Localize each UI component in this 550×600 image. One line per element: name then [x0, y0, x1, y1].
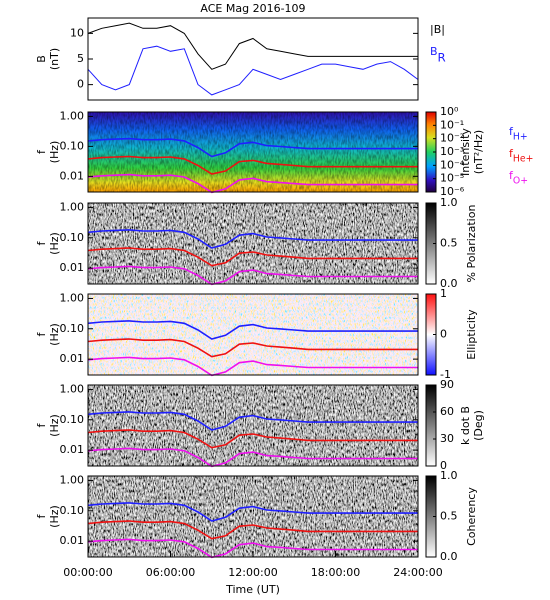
- spectrogram-texture: [88, 476, 418, 557]
- colorbar: [425, 384, 437, 467]
- y-tick-label: 0.10: [60, 322, 85, 335]
- colorbar-tick-label: -1: [440, 368, 451, 381]
- series-line: [87, 356, 418, 377]
- y-tick-label: 0.10: [60, 413, 85, 426]
- series-line: [87, 229, 418, 249]
- y-tick-label: 0.01: [60, 352, 85, 365]
- colorbar-label: k dot B: [459, 406, 472, 445]
- plot-frame: [87, 293, 419, 376]
- plot-frame: [87, 111, 419, 193]
- series-line: [87, 155, 418, 175]
- colorbar-tick-label: 90: [440, 378, 454, 391]
- series-line: [87, 173, 418, 194]
- spectrogram-texture: [88, 203, 418, 284]
- y-tick-label: 5: [77, 52, 84, 65]
- series-line: [87, 502, 418, 522]
- y-tick-label: 0.01: [60, 443, 85, 456]
- series-line: [87, 247, 418, 267]
- y-axis-label: (Hz): [48, 414, 61, 437]
- chart-title: ACE Mag 2016-109: [200, 2, 305, 15]
- x-tick-label: 18:00:00: [311, 566, 360, 579]
- y-tick-label: 1.00: [60, 200, 85, 213]
- series-line: [87, 447, 418, 468]
- spectrogram-texture: [88, 112, 418, 192]
- y-tick-label: 1.00: [60, 382, 85, 395]
- series-line: [87, 320, 418, 340]
- colorbar-tick-label: 60: [440, 405, 454, 418]
- series-line: [87, 520, 418, 540]
- y-axis-label: f: [35, 240, 48, 245]
- colorbar-label: % Polarization: [465, 205, 478, 283]
- y-tick-label: 10: [70, 26, 84, 39]
- colorbar-tick-label: 10⁻⁶: [440, 185, 465, 198]
- spectrogram-texture: [88, 385, 418, 466]
- y-tick-label: 1.00: [60, 109, 85, 122]
- colorbar-tick-label: 10⁻⁴: [440, 158, 465, 171]
- y-tick-label: 0.01: [60, 261, 85, 274]
- colorbar-tick-label: 0.5: [440, 510, 458, 523]
- colorbar-tick-label: 10⁻¹: [440, 118, 464, 131]
- legend-entry: |B|: [430, 23, 445, 36]
- y-axis-label: (nT): [48, 48, 61, 70]
- y-tick-label: 0.10: [60, 504, 85, 517]
- colorbar-label: (nT²/Hz): [472, 130, 485, 174]
- series-line: [87, 45, 419, 96]
- colorbar-tick-label: 10⁻⁵: [440, 172, 464, 185]
- y-axis-label: f: [35, 149, 48, 154]
- y-tick-label: 0.10: [60, 231, 85, 244]
- colorbar-label: (Deg): [472, 410, 485, 441]
- y-axis-label: B: [35, 55, 48, 63]
- legend-entry: BR: [430, 45, 446, 64]
- colorbar-tick-label: 10⁻³: [440, 145, 464, 158]
- colorbar-label: Coherency: [465, 487, 478, 546]
- y-axis-label: (Hz): [48, 505, 61, 528]
- x-tick-label: 24:00:00: [393, 566, 442, 579]
- y-tick-label: 1.00: [60, 291, 85, 304]
- colorbar-label: Intensity: [459, 128, 472, 176]
- colorbar-tick-label: 10⁰: [440, 105, 459, 118]
- series-line: [87, 429, 418, 449]
- series-line: [87, 338, 418, 358]
- colorbar-tick-label: 0: [440, 459, 447, 472]
- legend-entry: fH+: [509, 125, 528, 142]
- colorbar-tick-label: 1.0: [440, 469, 458, 482]
- x-tick-label: 06:00:00: [146, 566, 195, 579]
- y-tick-label: 0.01: [60, 169, 85, 182]
- series-line: [87, 137, 418, 158]
- colorbar-label: Ellipticity: [465, 309, 478, 360]
- colorbar-tick-label: 30: [440, 432, 454, 445]
- series-line: [87, 265, 418, 286]
- spectrogram-texture: [88, 294, 418, 375]
- plot-frame: [87, 384, 419, 467]
- legend-entry: fHe+: [509, 147, 533, 164]
- y-axis-label: f: [35, 331, 48, 336]
- x-tick-label: 12:00:00: [228, 566, 277, 579]
- colorbar-tick-label: 0.0: [440, 277, 458, 290]
- y-tick-label: 0.10: [60, 139, 85, 152]
- x-axis-label: Time (UT): [225, 583, 280, 596]
- y-axis-label: (Hz): [48, 141, 61, 164]
- y-axis-label: f: [35, 513, 48, 518]
- y-axis-label: f: [35, 422, 48, 427]
- series-line: [87, 411, 418, 431]
- colorbar-tick-label: 10⁻²: [440, 132, 464, 145]
- x-tick-label: 00:00:00: [63, 566, 112, 579]
- colorbar-tick-label: 1.0: [440, 196, 458, 209]
- colorbar-tick-label: 0.0: [440, 550, 458, 563]
- series-line: [87, 538, 418, 559]
- plot-frame: [87, 17, 419, 101]
- series-line: [87, 22, 418, 70]
- colorbar-tick-label: 1: [440, 287, 447, 300]
- colorbar-tick-label: 0: [440, 328, 447, 341]
- legend-entry: fO+: [509, 169, 528, 186]
- plot-frame: [87, 202, 419, 285]
- y-axis-label: (Hz): [48, 232, 61, 255]
- y-tick-label: 1.00: [60, 473, 85, 486]
- y-axis-label: (Hz): [48, 323, 61, 346]
- colorbar-tick-label: 0.5: [440, 237, 458, 250]
- y-tick-label: 0: [77, 78, 84, 91]
- y-tick-label: 0.01: [60, 534, 85, 547]
